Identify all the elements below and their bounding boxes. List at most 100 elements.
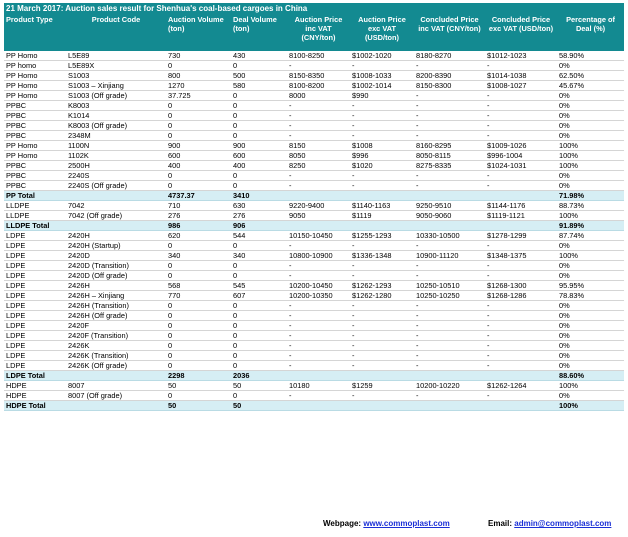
table-cell: $1002-1014 — [350, 80, 414, 91]
table-cell: 0 — [166, 60, 231, 71]
table-cell: 2036 — [231, 370, 287, 381]
table-cell: 0% — [557, 180, 625, 191]
table-cell: $1336-1348 — [350, 250, 414, 261]
table-cell: 10200-10220 — [414, 380, 485, 391]
table-cell: 430 — [231, 51, 287, 61]
table-cell: - — [485, 100, 557, 111]
table-cell: - — [485, 130, 557, 141]
table-cell: 620 — [166, 230, 231, 241]
table-cell: PP Homo — [4, 140, 66, 151]
table-cell: S1003 – Xinjiang — [66, 80, 166, 91]
table-cell: $990 — [350, 90, 414, 101]
table-cell: 2426K (Off grade) — [66, 360, 166, 371]
table-cell: 544 — [231, 230, 287, 241]
table-cell: $1024-1031 — [485, 160, 557, 171]
table-cell: - — [485, 110, 557, 121]
table-cell: 8160-8295 — [414, 140, 485, 151]
table-cell: LDPE — [4, 230, 66, 241]
table-cell: K8003 — [66, 100, 166, 111]
table-cell: - — [414, 350, 485, 361]
table-cell: 37.725 — [166, 90, 231, 101]
table-cell: 0% — [557, 260, 625, 271]
table-cell: - — [287, 180, 350, 191]
table-row: PP Homo S1003 800 500 8150-8350 $1008-1033 820… — [4, 70, 625, 81]
table-cell: 0 — [231, 360, 287, 371]
table-cell: PP homo — [4, 60, 66, 71]
table-cell: $1348-1375 — [485, 250, 557, 261]
table-cell: LDPE — [4, 270, 66, 281]
table-cell: 8150-8300 — [414, 80, 485, 91]
table-cell: 0% — [557, 130, 625, 141]
table-cell: 730 — [166, 51, 231, 61]
table-cell: 2426H (Transition) — [66, 300, 166, 311]
table-cell: 0% — [557, 270, 625, 281]
table-row: LDPE 2420F (Transition) 0 0- - - -0% — [4, 330, 625, 341]
table-cell: 276 — [231, 210, 287, 221]
table-cell: - — [287, 100, 350, 111]
table-row: LDPE 2420D (Transition) 0 0- - - -0% — [4, 260, 625, 271]
table-cell: 7042 — [66, 200, 166, 211]
table-cell: $1262-1293 — [350, 280, 414, 291]
table-cell: - — [350, 120, 414, 131]
table-row: PP Homo S1003 (Off grade) 37.725 0 8000 $990-… — [4, 90, 625, 101]
table-cell: $1262-1280 — [350, 290, 414, 301]
table-row: LDPE 2420D (Off grade) 0 0- - - -0% — [4, 270, 625, 281]
table-cell: 580 — [231, 80, 287, 91]
table-cell: - — [350, 240, 414, 251]
table-row: LDPE 2426H 568 545 10200-10450 $1262-1293 1025… — [4, 280, 625, 291]
table-cell: 0% — [557, 60, 625, 71]
table-cell: 10900-11120 — [414, 250, 485, 261]
table-cell: - — [350, 270, 414, 281]
table-cell: HDPE Total — [4, 400, 66, 411]
table-cell: 2426K (Transition) — [66, 350, 166, 361]
table-cell: 0 — [166, 240, 231, 251]
table-cell: - — [350, 100, 414, 111]
table-cell: 0 — [231, 300, 287, 311]
table-cell: - — [350, 350, 414, 361]
table-cell: 100% — [557, 150, 625, 161]
email-contact: Email: admin@commoplast.com — [488, 519, 611, 528]
table-cell — [350, 400, 414, 411]
table-cell: 8100-8250 — [287, 51, 350, 61]
column-header: Auction Price exc VAT (USD/ton) — [350, 14, 414, 51]
table-cell: 0 — [231, 270, 287, 281]
table-cell: 50 — [166, 380, 231, 391]
table-cell: L5E89 — [66, 51, 166, 61]
table-cell: 340 — [166, 250, 231, 261]
webpage-link[interactable]: www.commoplast.com — [363, 519, 450, 528]
table-cell: K1014 — [66, 110, 166, 121]
table-cell — [66, 190, 166, 201]
table-row: PP Homo 1100N 900 900 8150 $1008 8160-8295 $100… — [4, 140, 625, 151]
table-cell: 800 — [166, 70, 231, 81]
table-cell: 8007 — [66, 380, 166, 391]
email-link[interactable]: admin@commoplast.com — [514, 519, 612, 528]
table-cell: 100% — [557, 140, 625, 151]
table-cell: PP Homo — [4, 150, 66, 161]
table-cell: 0 — [231, 330, 287, 341]
table-cell: - — [414, 260, 485, 271]
table-cell: - — [350, 180, 414, 191]
table-cell: 45.67% — [557, 80, 625, 91]
table-cell: LDPE — [4, 350, 66, 361]
table-cell: 0 — [231, 90, 287, 101]
table-cell: 0 — [166, 350, 231, 361]
table-cell: - — [414, 390, 485, 401]
table-cell: 0 — [231, 340, 287, 351]
table-row: LDPE 2420H 620 544 10150-10450 $1255-1293 1033… — [4, 230, 625, 241]
table-cell — [66, 370, 166, 381]
table-cell: 2240S — [66, 170, 166, 181]
table-cell: 0 — [231, 350, 287, 361]
table-cell: 100% — [557, 160, 625, 171]
table-cell: 50 — [231, 400, 287, 411]
table-cell — [485, 220, 557, 231]
table-cell: LDPE — [4, 240, 66, 251]
table-cell: - — [485, 60, 557, 71]
table-cell: 0% — [557, 310, 625, 321]
table-cell: - — [287, 120, 350, 131]
table-cell: LDPE — [4, 280, 66, 291]
table-cell: $1144-1176 — [485, 200, 557, 211]
table-cell: $1119 — [350, 210, 414, 221]
table-cell: $1140-1163 — [350, 200, 414, 211]
table-cell: 8200-8390 — [414, 70, 485, 81]
table-cell: 2426H — [66, 280, 166, 291]
